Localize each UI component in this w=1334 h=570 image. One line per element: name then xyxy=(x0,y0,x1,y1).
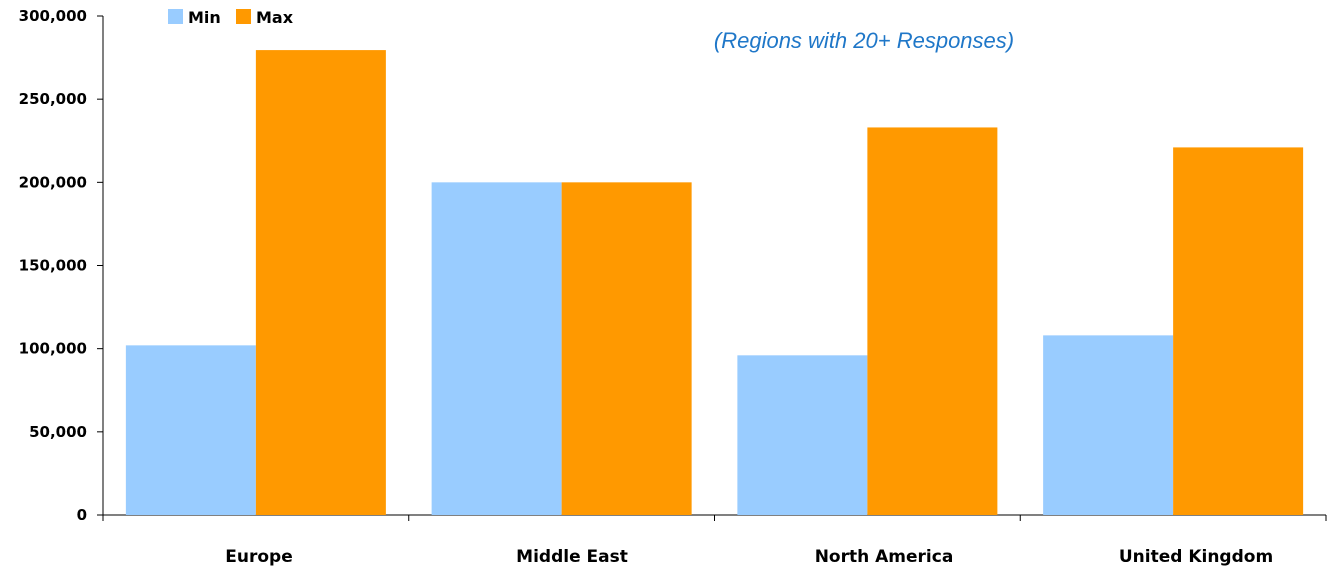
bar-united-kingdom-min xyxy=(1043,335,1174,515)
legend-swatch-max xyxy=(236,9,251,24)
y-tick-label: 200,000 xyxy=(19,173,87,191)
bar-united-kingdom-max xyxy=(1173,147,1304,516)
y-tick-label: 150,000 xyxy=(19,257,87,275)
legend-label-min: Min xyxy=(188,8,221,27)
legend-label-max: Max xyxy=(256,8,294,27)
x-tick-label-united-kingdom: United Kingdom xyxy=(1119,547,1273,567)
x-tick-label-middle-east: Middle East xyxy=(516,547,628,567)
bar-middle-east-min xyxy=(431,182,562,516)
x-axis-ticks xyxy=(102,515,1327,521)
legend: Min Max xyxy=(168,8,294,27)
x-tick-label-europe: Europe xyxy=(225,547,292,567)
bars xyxy=(125,50,1304,516)
y-tick-label: 250,000 xyxy=(19,90,87,108)
bar-middle-east-max xyxy=(561,182,692,516)
legend-swatch-min xyxy=(168,9,183,24)
chart-subtitle: (Regions with 20+ Responses) xyxy=(714,28,1014,53)
bar-europe-max xyxy=(255,50,386,516)
bar-north-america-max xyxy=(867,127,998,516)
bar-europe-min xyxy=(125,345,256,515)
bar-north-america-min xyxy=(737,355,868,515)
y-tick-label: 300,000 xyxy=(19,7,87,25)
x-axis-labels: Europe Middle East North America United … xyxy=(225,547,1273,567)
y-tick-label: 50,000 xyxy=(29,423,87,441)
y-tick-label: 100,000 xyxy=(19,340,87,358)
y-axis-ticks: 0 50,000 100,000 150,000 200,000 250,000 300,0… xyxy=(19,7,103,524)
x-tick-label-north-america: North America xyxy=(815,547,954,567)
y-tick-label: 0 xyxy=(77,506,87,524)
